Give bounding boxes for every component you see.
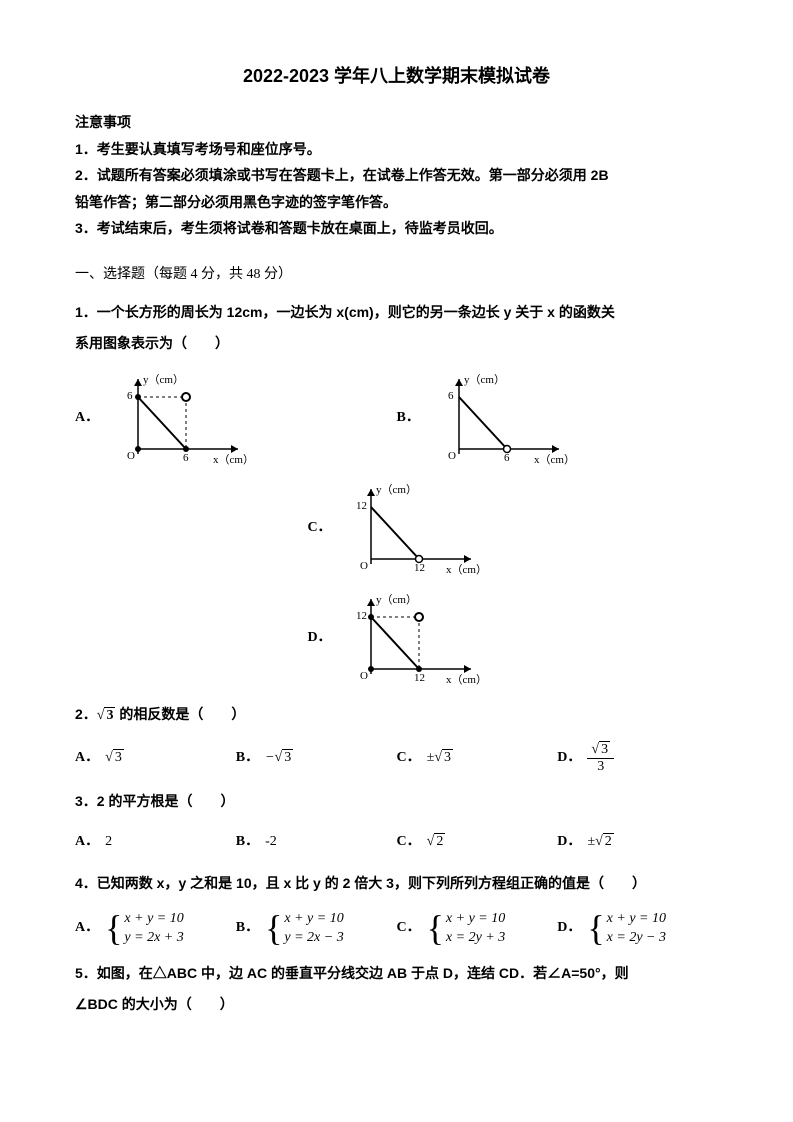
question-1: 1．一个长方形的周长为 12cm，一边长为 x(cm)，则它的另一条边长 y 关… [75, 297, 718, 689]
svg-text:12: 12 [356, 500, 367, 512]
q3-b-val: -2 [265, 827, 277, 858]
notice-item-2b: 铅笔作答；第二部分必须用黑色字迹的签字笔作答。 [75, 189, 718, 216]
svg-text:y（cm）: y（cm） [143, 373, 184, 386]
notice-header: 注意事项 [75, 110, 718, 135]
q4-option-c: C． {x + y = 10x = 2y + 3 [397, 909, 558, 948]
notice-item-1: 1．考生要认真填写考场号和座位序号。 [75, 136, 718, 163]
q3-b-label: B． [236, 827, 259, 858]
svg-text:O: O [127, 450, 135, 462]
q1-graph-b: y（cm） x（cm） O 6 6 [434, 369, 574, 469]
q4-text: 4．已知两数 x，y 之和是 10，且 x 比 y 的 2 倍大 3，则下列所列… [75, 868, 718, 899]
svg-text:x（cm）: x（cm） [534, 453, 574, 466]
q1-option-a-label: A． [75, 403, 99, 434]
q2-option-b: B．−√3 [236, 742, 397, 777]
q2-text: 2．√3 的相反数是（ ） [75, 699, 718, 732]
q4-option-d: D． {x + y = 10x = 2y − 3 [557, 909, 718, 948]
q3-d-label: D． [557, 827, 581, 858]
q3-option-d: D．±√2 [557, 827, 718, 858]
q3-option-b: B．-2 [236, 827, 397, 858]
q2-c-label: C． [397, 743, 421, 774]
q1-text-line1: 1．一个长方形的周长为 12cm，一边长为 x(cm)，则它的另一条边长 y 关… [75, 297, 718, 328]
q3-a-val: 2 [105, 827, 112, 858]
q1-option-c-label: C． [307, 513, 331, 544]
q2-d-den: 3 [593, 759, 608, 776]
q4-b-eq1: x + y = 10 [284, 909, 343, 929]
q4-c-eq2: x = 2y + 3 [446, 928, 505, 948]
q1-graph-c: y（cm） x（cm） O 12 12 [346, 479, 486, 579]
q2-a-label: A． [75, 743, 99, 774]
q4-d-label: D． [557, 913, 581, 944]
svg-text:O: O [360, 560, 368, 572]
q3-a-label: A． [75, 827, 99, 858]
svg-text:6: 6 [504, 452, 510, 464]
q1-option-d-label: D． [307, 623, 331, 654]
q4-c-label: C． [397, 913, 421, 944]
q3-text: 3．2 的平方根是（ ） [75, 786, 718, 817]
q5-text-line2: ∠BDC 的大小为（ ） [75, 989, 718, 1020]
svg-text:x（cm）: x（cm） [446, 563, 486, 576]
svg-text:12: 12 [414, 562, 425, 574]
question-3: 3．2 的平方根是（ ） A．2 B．-2 C．√2 D．±√2 [75, 786, 718, 858]
q2-option-a: A．√3 [75, 742, 236, 777]
q4-option-a: A． {x + y = 10y = 2x + 3 [75, 909, 236, 948]
notice-item-2a: 2．试题所有答案必须填涂或书写在答题卡上，在试卷上作答无效。第一部分必须用 2B [75, 162, 718, 189]
q1-options-ab: A． y（cm） x（cm） O 6 6 B． [75, 369, 718, 469]
q5-text-line1: 5．如图，在△ABC 中，边 AC 的垂直平分线交边 AB 于点 D，连结 CD… [75, 958, 718, 989]
q2-option-c: C．±√3 [397, 742, 558, 777]
svg-text:O: O [360, 670, 368, 682]
q1-option-c-row: C． y（cm） x（cm） O 12 12 [75, 479, 718, 579]
question-4: 4．已知两数 x，y 之和是 10，且 x 比 y 的 2 倍大 3，则下列所列… [75, 868, 718, 948]
svg-text:x（cm）: x（cm） [213, 453, 253, 466]
q4-d-eq2: x = 2y − 3 [607, 928, 666, 948]
q2-d-label: D． [557, 743, 581, 774]
q3-c-label: C． [397, 827, 421, 858]
svg-text:y（cm）: y（cm） [464, 373, 505, 386]
svg-text:x（cm）: x（cm） [446, 673, 486, 686]
svg-text:6: 6 [127, 390, 133, 402]
svg-text:O: O [448, 450, 456, 462]
notice-item-3: 3．考试结束后，考生须将试卷和答题卡放在桌面上，待监考员收回。 [75, 215, 718, 242]
svg-text:12: 12 [356, 610, 367, 622]
q4-a-label: A． [75, 913, 99, 944]
q4-a-eq1: x + y = 10 [124, 909, 183, 929]
q1-text-line2: 系用图象表示为（ ） [75, 328, 718, 359]
q4-options: A． {x + y = 10y = 2x + 3 B． {x + y = 10y… [75, 909, 718, 948]
section-header: 一、选择题（每题 4 分，共 48 分） [75, 262, 718, 287]
svg-text:6: 6 [448, 390, 454, 402]
svg-text:y（cm）: y（cm） [376, 593, 417, 606]
q2-b-label: B． [236, 743, 259, 774]
q3-option-c: C．√2 [397, 827, 558, 858]
page-title: 2022-2023 学年八上数学期末模拟试卷 [75, 60, 718, 92]
q2-options: A．√3 B．−√3 C．±√3 D．√33 [75, 742, 718, 777]
svg-text:6: 6 [183, 452, 189, 464]
q4-d-eq1: x + y = 10 [607, 909, 666, 929]
q4-a-eq2: y = 2x + 3 [124, 928, 183, 948]
notice-section: 注意事项 1．考生要认真填写考场号和座位序号。 2．试题所有答案必须填涂或书写在… [75, 110, 718, 242]
q4-option-b: B． {x + y = 10y = 2x − 3 [236, 909, 397, 948]
q4-b-eq2: y = 2x − 3 [284, 928, 343, 948]
q4-b-label: B． [236, 913, 259, 944]
q1-option-d-row: D． y（cm） x（cm） O 12 12 [75, 589, 718, 689]
svg-text:12: 12 [414, 672, 425, 684]
q3-options: A．2 B．-2 C．√2 D．±√2 [75, 827, 718, 858]
question-2: 2．√3 的相反数是（ ） A．√3 B．−√3 C．±√3 D．√33 [75, 699, 718, 776]
question-5: 5．如图，在△ABC 中，边 AC 的垂直平分线交边 AB 于点 D，连结 CD… [75, 958, 718, 1020]
q1-graph-d: y（cm） x（cm） O 12 12 [346, 589, 486, 689]
q2-option-d: D．√33 [557, 742, 718, 777]
q3-option-a: A．2 [75, 827, 236, 858]
q1-option-b-label: B． [397, 403, 420, 434]
svg-text:y（cm）: y（cm） [376, 483, 417, 496]
q4-c-eq1: x + y = 10 [446, 909, 505, 929]
q1-graph-a: y（cm） x（cm） O 6 6 [113, 369, 253, 469]
